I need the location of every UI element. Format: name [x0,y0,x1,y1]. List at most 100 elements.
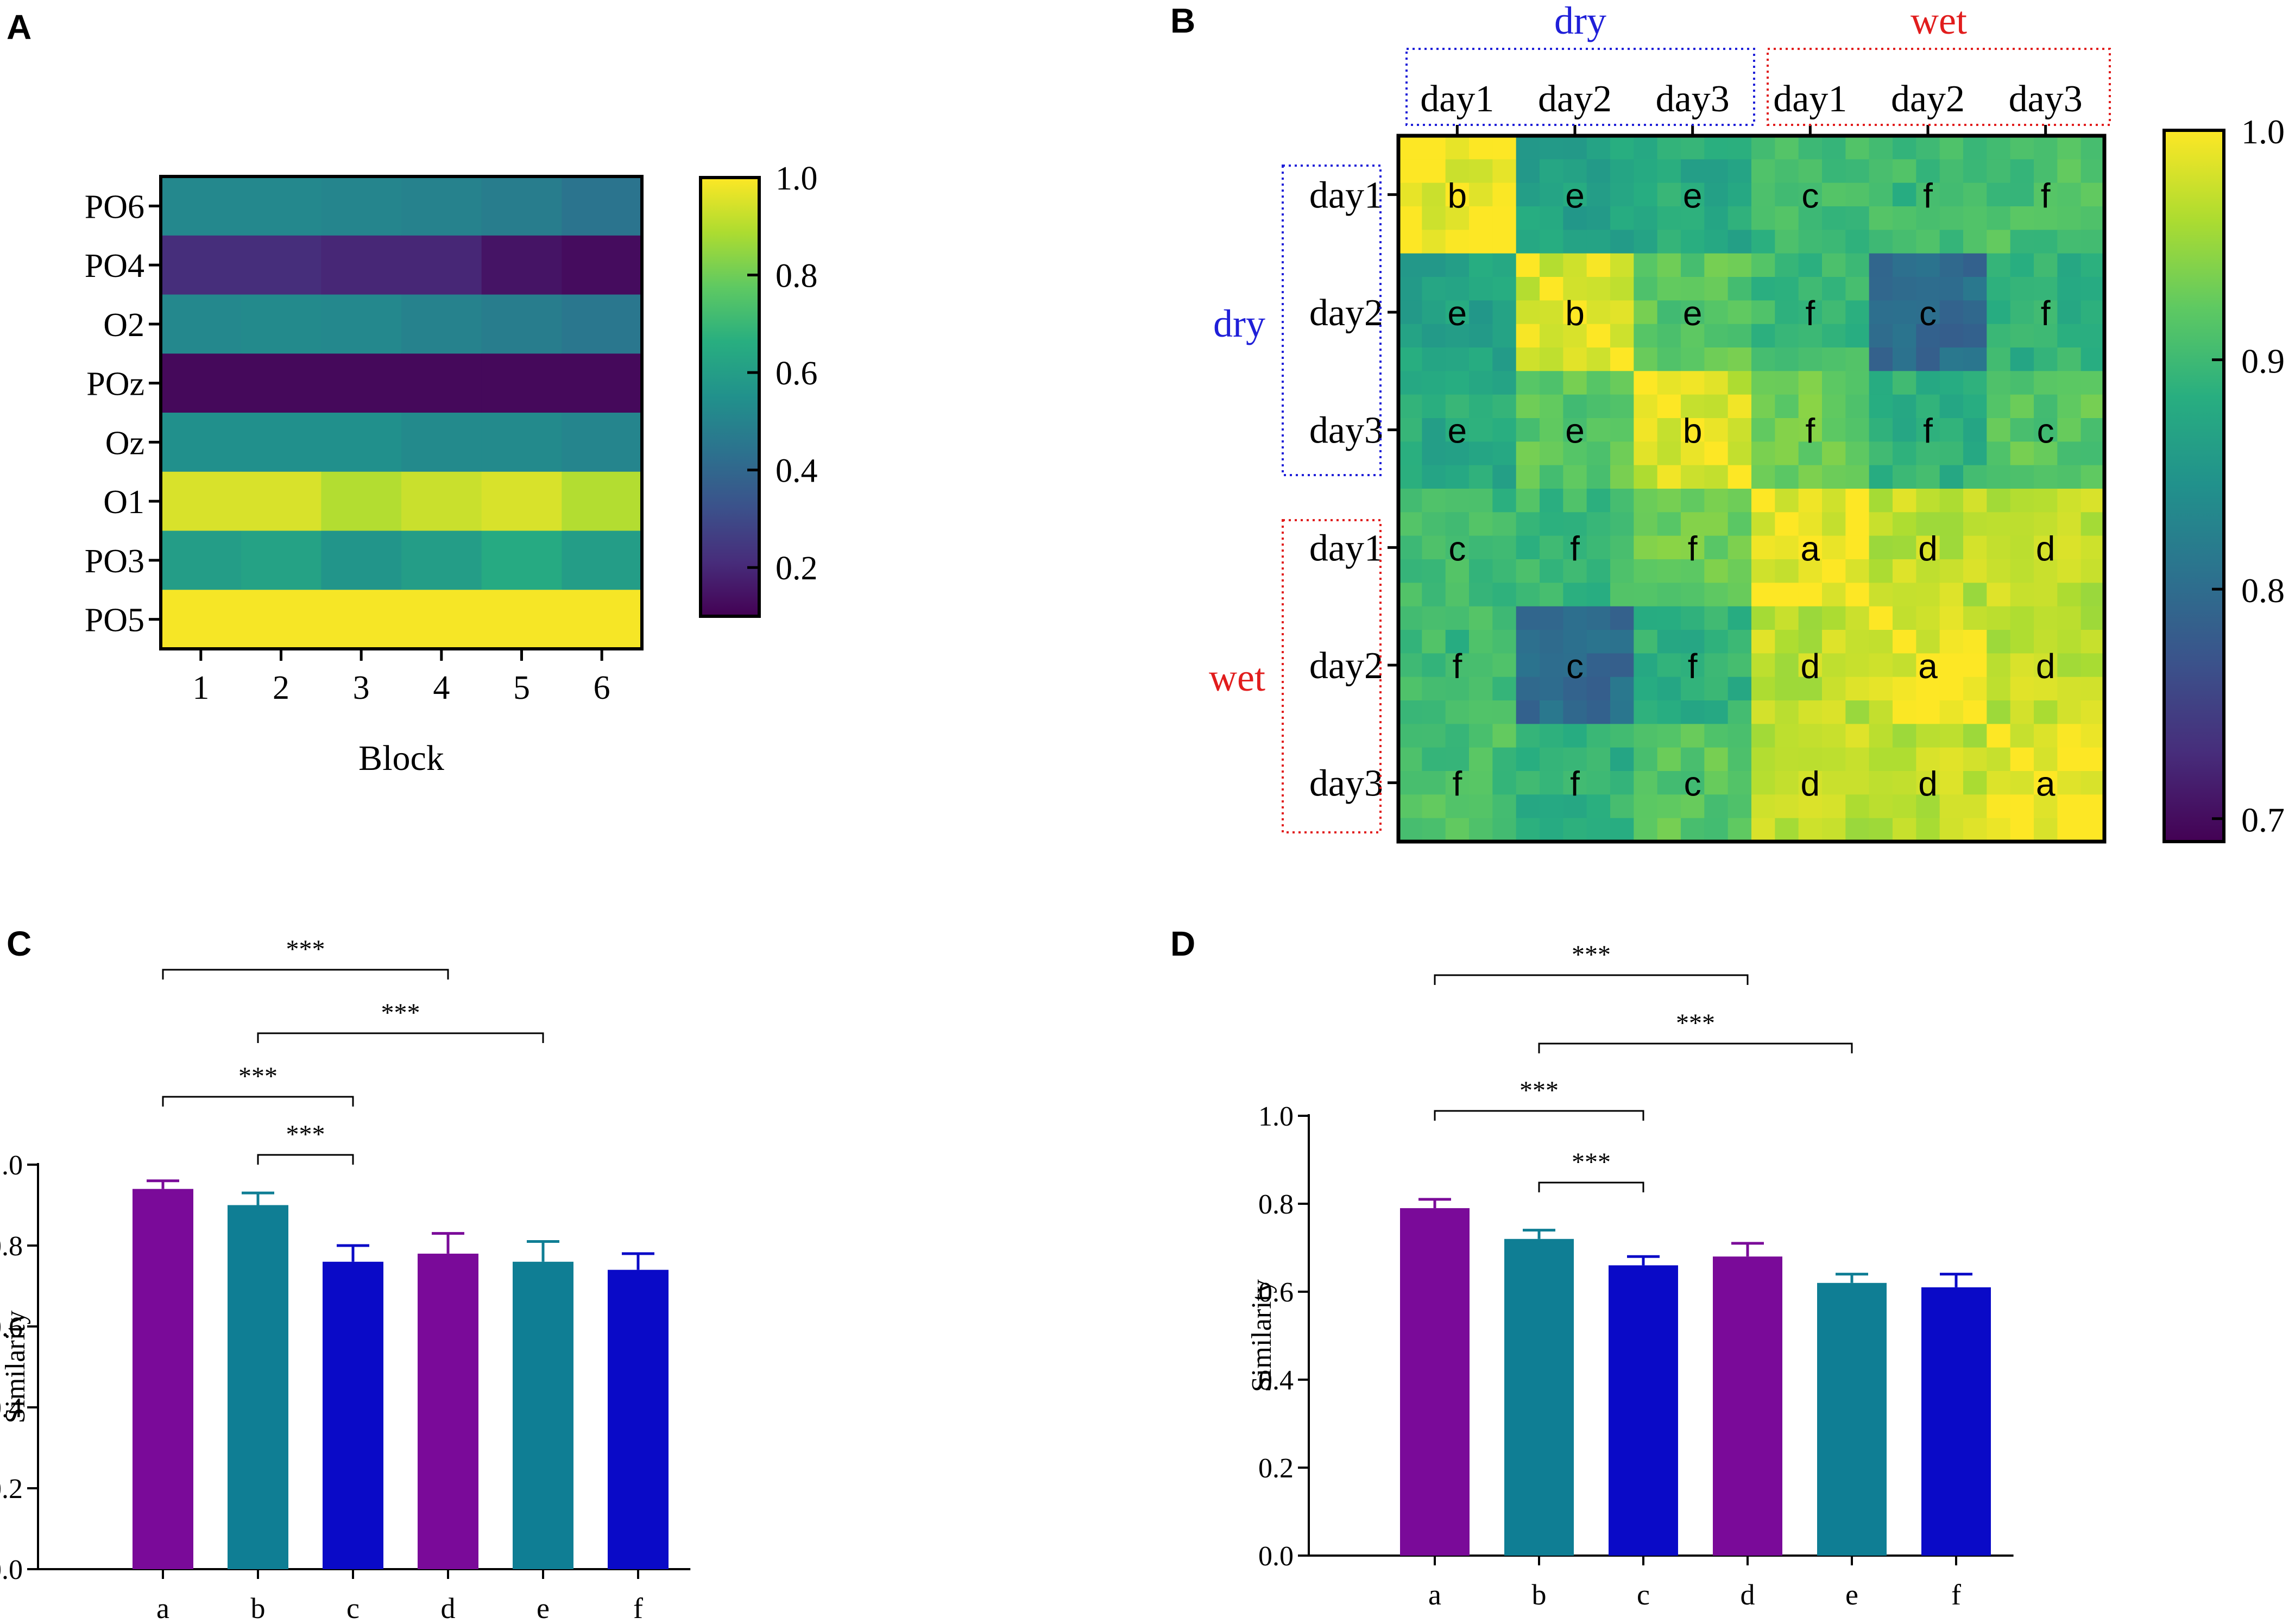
matrix-cell [1963,559,1987,583]
matrix-cell [1398,559,1422,583]
matrix-cell [1916,489,1940,513]
matrix-cell [1987,465,2011,489]
matrix-cell [1939,206,1964,230]
matrix-cell [2034,182,2058,207]
matrix-cell [1516,771,1540,795]
matrix-cell [1869,465,1893,489]
matrix-cell [1916,653,1940,678]
matrix-cell [1727,230,1752,254]
matrix-cell [1775,418,1799,442]
matrix-cell [1657,794,1681,819]
significance-label: *** [238,1062,278,1091]
matrix-cell [1540,441,1563,466]
matrix-cell [1751,324,1775,348]
matrix-cell [1657,230,1681,254]
block-letter: c [1448,529,1466,568]
matrix-cell [1963,394,1987,419]
dry-top-bracket [1405,48,1755,126]
matrix-cell [1398,136,1422,160]
matrix-cell [1845,182,1870,207]
matrix-cell [1916,724,1940,748]
matrix-cell [1445,371,1470,395]
heatmap-cell [161,176,242,236]
block-letter: b [1683,412,1703,451]
matrix-cell [1704,771,1729,795]
matrix-cell [2034,653,2058,678]
matrix-cell [1445,818,1470,842]
matrix-cell [1445,630,1470,654]
matrix-cell [1586,347,1611,371]
matrix-cell [2034,253,2058,277]
matrix-cell [1939,347,1964,371]
matrix-cell [2080,159,2105,184]
matrix-cell [1845,583,1870,607]
matrix-cell [1634,771,1658,795]
matrix-cell [1822,771,1846,795]
matrix-cell [1657,700,1681,724]
matrix-cell [1634,230,1658,254]
matrix-cell [1963,347,1987,371]
significance-label: *** [1520,1076,1559,1105]
matrix-cell [2034,324,2058,348]
matrix-cell [1469,606,1493,630]
matrix-cell [2057,253,2082,277]
significance-bracket [1538,1042,1853,1053]
matrix-cell [2010,559,2034,583]
matrix-cell [1845,747,1870,772]
matrix-cell [1398,206,1422,230]
matrix-cell [1727,724,1752,748]
matrix-cell [1893,441,1916,466]
matrix-cell [1422,677,1446,701]
y-tick-label: 1.0 [0,1150,23,1181]
matrix-cell [2034,606,2058,630]
matrix-cell [1893,677,1916,701]
matrix-cell [1704,182,1729,207]
matrix-cell [2080,394,2105,419]
matrix-cell [1563,700,1587,724]
y-axis-label: Similarity [0,1311,31,1424]
matrix-cell [1563,794,1587,819]
matrix-cell [1987,206,2011,230]
matrix-cell [1492,347,1517,371]
matrix-cell [1398,677,1422,701]
matrix-cell [2057,300,2082,325]
matrix-cell [1586,653,1611,678]
matrix-cell [1516,465,1540,489]
block-letter: e [1565,176,1585,215]
matrix-cell [1963,136,1987,160]
matrix-cell [1893,371,1916,395]
heatmap-cell [562,530,642,590]
matrix-cell [2080,300,2105,325]
matrix-cell [1422,277,1446,301]
matrix-cell [1893,324,1916,348]
matrix-cell [1751,253,1775,277]
matrix-cell [2034,700,2058,724]
matrix-cell [1516,818,1540,842]
matrix-cell [1634,794,1658,819]
matrix-cell [1681,489,1705,513]
matrix-cell [1540,771,1563,795]
matrix-cell [1845,394,1870,419]
matrix-cell [2034,794,2058,819]
matrix-cell [1634,441,1658,466]
matrix-cell [1822,253,1846,277]
significance-bracket [1538,1181,1644,1192]
block-letter: b [1448,176,1467,215]
matrix-cell [1727,512,1752,536]
matrix-cell [1822,583,1846,607]
matrix-cell [1398,747,1422,772]
heatmap-cell [562,413,642,472]
group-label-left-dry: dry [1213,302,1265,345]
matrix-cell [1893,818,1916,842]
block-letter: e [1448,412,1467,451]
matrix-cell [1634,559,1658,583]
y-tick-label: PO3 [85,543,144,580]
matrix-cell [1586,747,1611,772]
matrix-cell [1916,418,1940,442]
matrix-cell [1657,630,1681,654]
matrix-cell [1445,324,1470,348]
matrix-cell [1540,535,1563,560]
matrix-cell [1845,794,1870,819]
matrix-cell [1939,418,1964,442]
matrix-cell [1751,700,1775,724]
